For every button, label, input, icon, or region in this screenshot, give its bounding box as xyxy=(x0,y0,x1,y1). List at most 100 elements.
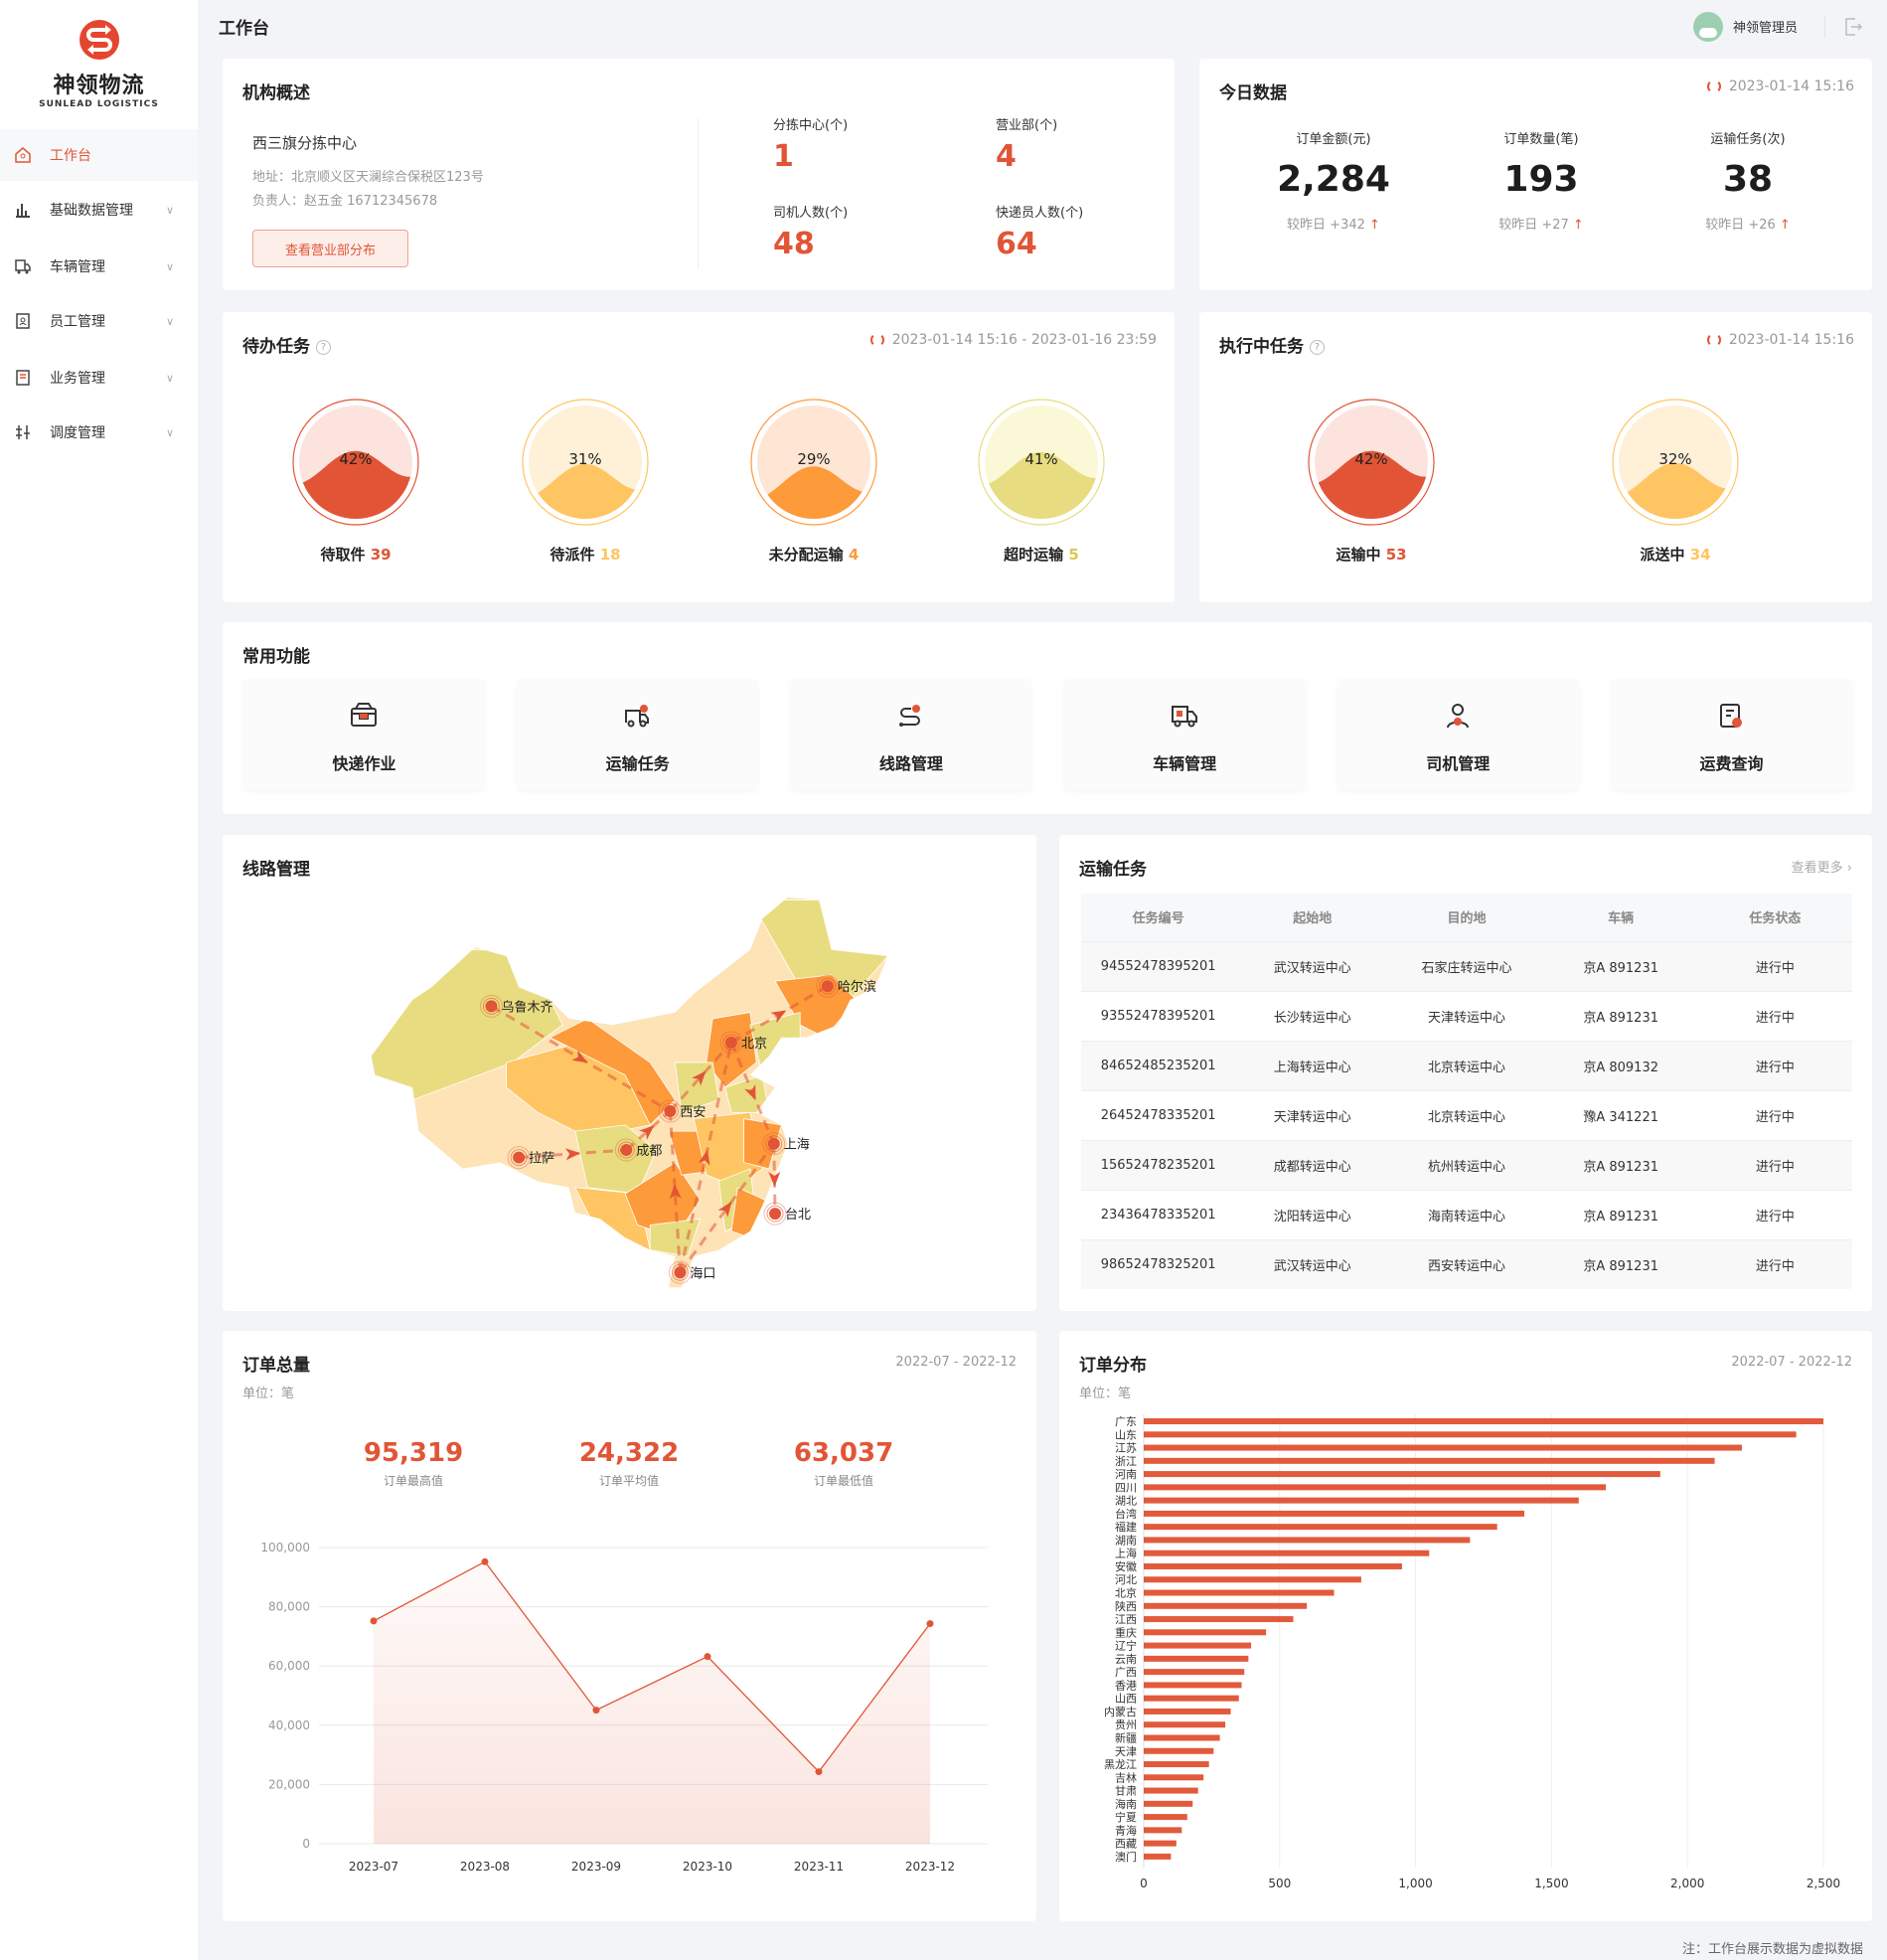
user-name[interactable]: 神领管理员 xyxy=(1733,21,1799,36)
page-title: 工作台 xyxy=(219,19,269,39)
city-ripple xyxy=(766,1205,784,1223)
card-title: 待办任务 ? xyxy=(242,332,331,357)
city-marker xyxy=(513,1151,526,1164)
y-tick-label: 80,000 xyxy=(268,1600,310,1614)
table-cell: 进行中 xyxy=(1697,1040,1852,1090)
y-tick-label: 云南 xyxy=(1115,1653,1137,1666)
y-tick-label: 河南 xyxy=(1115,1468,1137,1481)
y-tick-label: 江苏 xyxy=(1115,1442,1137,1455)
divider xyxy=(1824,16,1825,38)
function-tile[interactable]: 线路管理 xyxy=(790,679,1032,790)
table-cell: 北京转运中心 xyxy=(1389,1040,1544,1090)
help-icon[interactable]: ? xyxy=(1309,339,1325,355)
update-time: 2023-01-14 15:16 xyxy=(1706,79,1854,94)
y-tick-label: 上海 xyxy=(1115,1547,1137,1560)
column-header: 任务状态 xyxy=(1697,894,1852,941)
stat-value: 1 xyxy=(773,139,794,174)
table-row[interactable]: 94552478395201 武汉转运中心 石家庄转运中心 京A 891231 进行中 xyxy=(1081,940,1852,991)
sidebar-item[interactable]: 工作台 xyxy=(0,129,198,181)
route-arrow-icon xyxy=(669,1184,682,1200)
function-tile[interactable]: 运费查询 xyxy=(1611,679,1852,790)
y-tick-label: 广东 xyxy=(1115,1415,1137,1428)
logout-icon[interactable] xyxy=(1844,17,1862,37)
footer-note: 注：工作台展示数据为虚拟数据 xyxy=(1681,1942,1863,1957)
table-cell: 进行中 xyxy=(1697,1189,1852,1239)
gauge-ring xyxy=(750,399,877,526)
y-tick-label: 吉林 xyxy=(1115,1770,1137,1784)
bar xyxy=(1144,1695,1239,1702)
bar xyxy=(1144,1774,1204,1781)
gauge-label: 派送中 34 xyxy=(1640,544,1710,565)
card-title: 运输任务 xyxy=(1079,860,1147,880)
bar xyxy=(1144,1431,1797,1438)
table-cell: 海南转运中心 xyxy=(1389,1189,1544,1239)
city-marker xyxy=(674,1266,687,1279)
refresh-icon[interactable] xyxy=(869,333,884,347)
table-row[interactable]: 26452478335201 天津转运中心 北京转运中心 豫A 341221 进行中 xyxy=(1081,1089,1852,1140)
city-label: 乌鲁木齐 xyxy=(501,999,552,1015)
map-region xyxy=(574,1124,658,1195)
bar xyxy=(1144,1562,1402,1569)
bar xyxy=(1144,1457,1715,1464)
y-tick-label: 重庆 xyxy=(1115,1625,1137,1639)
function-tile[interactable]: 司机管理 xyxy=(1337,679,1579,790)
title-text: 执行中任务 xyxy=(1219,337,1304,357)
function-tile[interactable]: 快递作业 xyxy=(243,679,485,790)
org-stat: 司机人数(个) 48 xyxy=(773,202,848,261)
time-text: 2023-01-14 15:16 xyxy=(1728,332,1854,348)
chevron-down-icon: ∨ xyxy=(165,203,174,217)
column-header: 起始地 xyxy=(1235,894,1390,941)
tile-label: 快递作业 xyxy=(332,754,396,773)
column-header: 任务编号 xyxy=(1081,894,1236,941)
sidebar-item[interactable]: 车辆管理 ∨ xyxy=(0,241,198,292)
refresh-icon[interactable] xyxy=(1706,333,1721,347)
y-tick-label: 0 xyxy=(302,1837,310,1851)
id-card-icon xyxy=(14,312,32,330)
avatar[interactable] xyxy=(1693,12,1723,42)
sidebar-item[interactable]: 业务管理 ∨ xyxy=(0,352,198,404)
city-ripple xyxy=(479,994,503,1018)
sidebar-item[interactable]: 调度管理 ∨ xyxy=(0,407,198,458)
view-more-link[interactable]: 查看更多 › xyxy=(1792,857,1852,876)
today-stat: 运输任务(次) 38 较昨日 +26 ↑ xyxy=(1649,128,1847,233)
route-arrow-icon xyxy=(564,1148,581,1161)
table-row[interactable]: 84652485235201 上海转运中心 北京转运中心 京A 809132 进行中 xyxy=(1081,1040,1852,1090)
stat-label: 订单数量(笔) xyxy=(1503,132,1579,147)
order-stat: 24,322 订单平均值 xyxy=(550,1438,708,1489)
help-icon[interactable]: ? xyxy=(315,339,331,355)
sidebar-item[interactable]: 员工管理 ∨ xyxy=(0,295,198,347)
org-stat: 分拣中心(个) 1 xyxy=(773,114,848,174)
table-row[interactable]: 93552478395201 长沙转运中心 天津转运中心 京A 891231 进行中 xyxy=(1081,990,1852,1041)
y-tick-label: 辽宁 xyxy=(1115,1639,1137,1653)
executing-tasks-card: 执行中任务 ? 2023-01-14 15:16 42% 运输中 53 32% 派送中… xyxy=(1199,312,1872,602)
truck-icon xyxy=(1171,706,1197,728)
x-tick-label: 2023-12 xyxy=(905,1860,955,1874)
stat-label: 快递员人数(个) xyxy=(996,206,1084,221)
count-value: 34 xyxy=(1689,546,1711,564)
table-row[interactable]: 15652478235201 成都转运中心 杭州转运中心 京A 891231 进行中 xyxy=(1081,1139,1852,1190)
table-row[interactable]: 98652478325201 武汉转运中心 西安转运中心 京A 891231 进行中 xyxy=(1081,1238,1852,1289)
refresh-icon[interactable] xyxy=(1706,80,1721,93)
y-tick-label: 海南 xyxy=(1115,1797,1137,1811)
y-tick-label: 20,000 xyxy=(268,1777,310,1791)
dispatch-icon xyxy=(14,423,32,441)
function-tile[interactable]: 运输任务 xyxy=(517,679,759,790)
bar xyxy=(1144,1669,1245,1676)
transport-tasks-card: 运输任务 查看更多 › 任务编号 起始地 目的地 车辆 任务状态 945524783952… xyxy=(1059,835,1872,1311)
route-line xyxy=(625,1109,672,1152)
view-branches-button[interactable]: 查看营业部分布 xyxy=(252,230,408,267)
sidebar-item-label: 业务管理 xyxy=(50,371,105,387)
sidebar-item[interactable]: 基础数据管理 ∨ xyxy=(0,184,198,236)
table-row[interactable]: 23436478335201 沈阳转运中心 海南转运中心 京A 891231 进行中 xyxy=(1081,1189,1852,1239)
time-text: 2023-01-14 15:16 - 2023-01-16 23:59 xyxy=(891,332,1157,348)
function-tile[interactable]: 车辆管理 xyxy=(1063,679,1306,790)
city-marker xyxy=(485,1000,498,1013)
table-cell: 进行中 xyxy=(1697,1139,1852,1190)
table-cell: 天津转运中心 xyxy=(1235,1089,1390,1140)
count-value: 4 xyxy=(848,546,860,564)
date-range: 2022-07 - 2022-12 xyxy=(895,1355,1017,1370)
bar xyxy=(1144,1484,1607,1491)
gauge-percent: 29% xyxy=(797,450,831,468)
gauge-label: 待派件 18 xyxy=(550,544,620,565)
